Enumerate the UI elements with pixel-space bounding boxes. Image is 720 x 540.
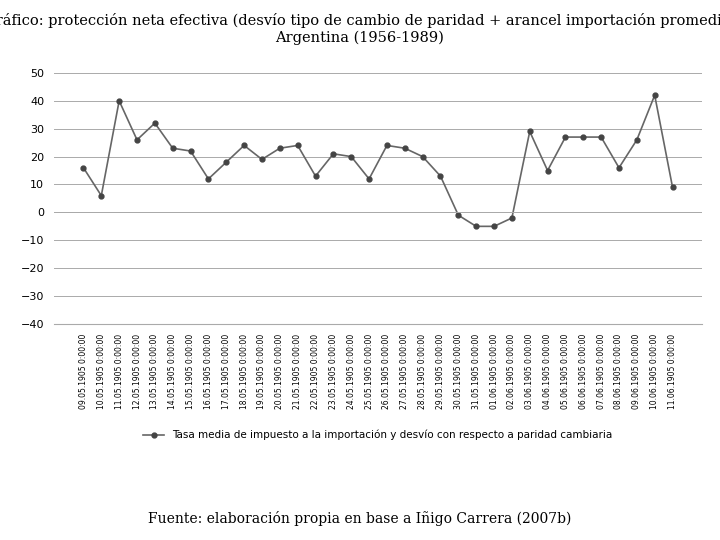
Tasa media de impuesto a la importación y desvío con respecto a paridad cambiaria: [258, 156, 266, 163]
Tasa media de impuesto a la importación y desvío con respecto a paridad cambiaria: [347, 153, 356, 160]
Legend: Tasa media de impuesto a la importación y desvío con respecto a paridad cambiari: Tasa media de impuesto a la importación …: [139, 426, 617, 444]
Tasa media de impuesto a la importación y desvío con respecto a paridad cambiaria: [650, 92, 659, 98]
Tasa media de impuesto a la importación y desvío con respecto a paridad cambiaria: [436, 173, 445, 179]
Tasa media de impuesto a la importación y desvío con respecto a paridad cambiaria: [204, 176, 212, 182]
Tasa media de impuesto a la importación y desvío con respecto a paridad cambiaria: [329, 151, 338, 157]
Tasa media de impuesto a la importación y desvío con respecto a paridad cambiaria: [150, 120, 159, 126]
Tasa media de impuesto a la importación y desvío con respecto a paridad cambiaria: [114, 98, 123, 104]
Tasa media de impuesto a la importación y desvío con respecto a paridad cambiaria: [633, 137, 642, 143]
Tasa media de impuesto a la importación y desvío con respecto a paridad cambiaria: [132, 137, 141, 143]
Tasa media de impuesto a la importación y desvío con respecto a paridad cambiaria: [293, 142, 302, 149]
Tasa media de impuesto a la importación y desvío con respecto a paridad cambiaria: [186, 148, 195, 154]
Tasa media de impuesto a la importación y desvío con respecto a paridad cambiaria: [311, 173, 320, 179]
Tasa media de impuesto a la importación y desvío con respecto a paridad cambiaria: [544, 167, 552, 174]
Tasa media de impuesto a la importación y desvío con respecto a paridad cambiaria: [276, 145, 284, 151]
Tasa media de impuesto a la importación y desvío con respecto a paridad cambiaria: [365, 176, 374, 182]
Tasa media de impuesto a la importación y desvío con respecto a paridad cambiaria: [597, 134, 606, 140]
Tasa media de impuesto a la importación y desvío con respecto a paridad cambiaria: [97, 192, 106, 199]
Tasa media de impuesto a la importación y desvío con respecto a paridad cambiaria: [579, 134, 588, 140]
Tasa media de impuesto a la importación y desvío con respecto a paridad cambiaria: [79, 165, 88, 171]
Tasa media de impuesto a la importación y desvío con respecto a paridad cambiaria: [526, 128, 534, 134]
Tasa media de impuesto a la importación y desvío con respecto a paridad cambiaria: [490, 223, 498, 230]
Tasa media de impuesto a la importación y desvío con respecto a paridad cambiaria: [400, 145, 409, 151]
Tasa media de impuesto a la importación y desvío con respecto a paridad cambiaria: [508, 215, 516, 221]
Tasa media de impuesto a la importación y desvío con respecto a paridad cambiaria: [615, 165, 624, 171]
Tasa media de impuesto a la importación y desvío con respecto a paridad cambiaria: [418, 153, 427, 160]
Text: Gráfico: protección neta efectiva (desvío tipo de cambio de paridad + arancel im: Gráfico: protección neta efectiva (desví…: [0, 14, 720, 45]
Text: Fuente: elaboración propia en base a Iñigo Carrera (2007b): Fuente: elaboración propia en base a Iñi…: [148, 511, 572, 526]
Tasa media de impuesto a la importación y desvío con respecto a paridad cambiaria: [222, 159, 230, 165]
Tasa media de impuesto a la importación y desvío con respecto a paridad cambiaria: [472, 223, 480, 230]
Tasa media de impuesto a la importación y desvío con respecto a paridad cambiaria: [668, 184, 677, 191]
Tasa media de impuesto a la importación y desvío con respecto a paridad cambiaria: [168, 145, 177, 151]
Line: Tasa media de impuesto a la importación y desvío con respecto a paridad cambiaria: Tasa media de impuesto a la importación …: [81, 93, 675, 229]
Tasa media de impuesto a la importación y desvío con respecto a paridad cambiaria: [561, 134, 570, 140]
Tasa media de impuesto a la importación y desvío con respecto a paridad cambiaria: [454, 212, 463, 218]
Tasa media de impuesto a la importación y desvío con respecto a paridad cambiaria: [240, 142, 248, 149]
Tasa media de impuesto a la importación y desvío con respecto a paridad cambiaria: [382, 142, 391, 149]
